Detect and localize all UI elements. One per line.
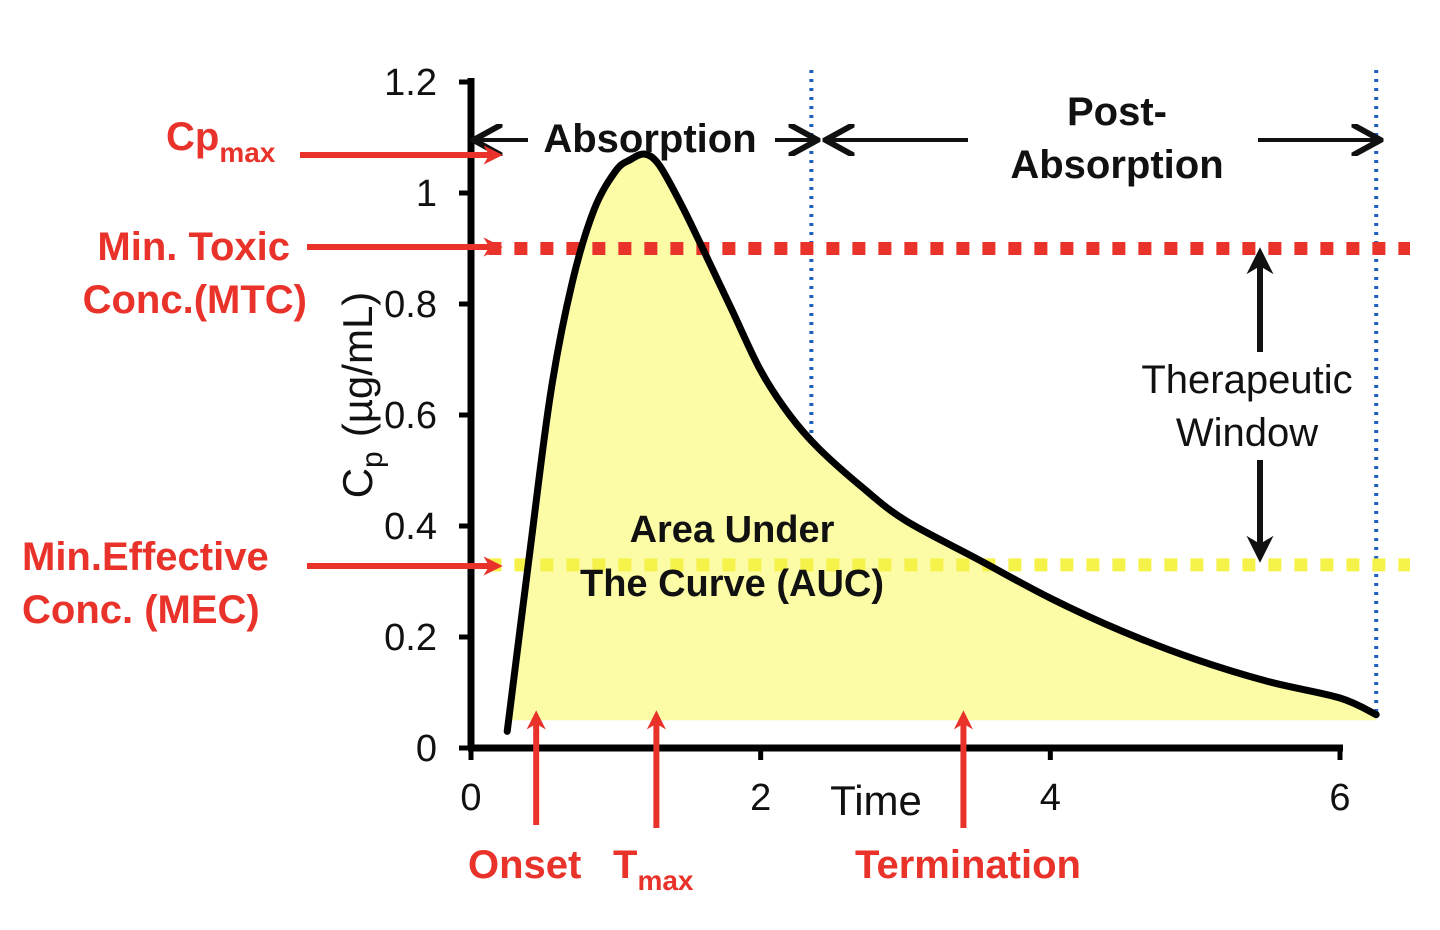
therapeutic-window-label-line1: Therapeutic: [1141, 358, 1352, 402]
auc-label-line2: The Curve (AUC): [580, 563, 884, 605]
x-tick-label: 6: [1329, 777, 1350, 819]
mtc-label-line1: Min. Toxic: [97, 225, 290, 269]
auc-label-line1: Area Under: [630, 509, 835, 551]
y-tick-label: 0.8: [384, 284, 437, 326]
y-axis-title: Cp(µg/mL): [334, 292, 389, 499]
post-absorption-label-line1: Post-: [1067, 90, 1167, 134]
onset-label: Onset: [468, 843, 581, 887]
cpmax-label: Cpmax: [166, 115, 276, 168]
y-tick-label: 0.2: [384, 617, 437, 659]
y-tick-labels: 0 0.2 0.4 0.6 0.8 1 1.2: [384, 62, 437, 770]
therapeutic-window-label-line2: Window: [1176, 411, 1318, 455]
mec-label-line2: Conc. (MEC): [22, 588, 260, 632]
mtc-label-line2: Conc.(MTC): [83, 278, 307, 322]
y-tick-label: 0.4: [384, 506, 437, 548]
y-tick-label: 0.6: [384, 395, 437, 437]
termination-label: Termination: [855, 843, 1081, 887]
tmax-label: Tmax: [613, 843, 694, 896]
x-tick-labels: 0 2 4 6: [460, 777, 1350, 819]
absorption-label: Absorption: [543, 117, 756, 161]
y-tick-label: 0: [416, 728, 437, 770]
concentration-curve: [503, 150, 1380, 735]
x-tick-label: 0: [460, 777, 481, 819]
mec-label-line1: Min.Effective: [22, 535, 269, 579]
x-tick-label: 4: [1040, 777, 1061, 819]
x-axis-title: Time: [830, 777, 922, 824]
y-tick-label: 1.2: [384, 62, 437, 104]
post-absorption-label-line2: Absorption: [1010, 143, 1223, 187]
y-tick-label: 1: [416, 173, 437, 215]
x-tick-label: 2: [750, 777, 771, 819]
